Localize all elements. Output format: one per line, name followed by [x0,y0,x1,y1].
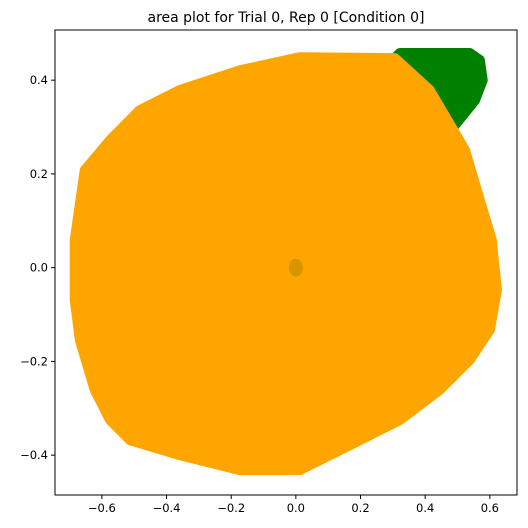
area [69,52,502,476]
x-tick-label: 0.6 [481,501,499,515]
x-tick-label: 0.0 [287,501,305,515]
y-tick-label: 0.2 [30,167,48,181]
x-tick-label: −0.4 [153,501,181,515]
y-tick-label: −0.2 [20,354,48,368]
x-tick-label: 0.4 [416,501,434,515]
y-tick-label: 0.0 [30,261,48,275]
marker [288,258,303,277]
plot-frame [54,29,518,496]
y-tick-label: −0.4 [20,448,48,462]
x-tick-label: −0.2 [217,501,245,515]
y-tick-label: 0.4 [30,73,48,87]
x-tick-label: 0.2 [351,501,369,515]
x-tick-label: −0.6 [88,501,116,515]
chart-title: area plot for Trial 0, Rep 0 [Condition … [147,10,424,26]
